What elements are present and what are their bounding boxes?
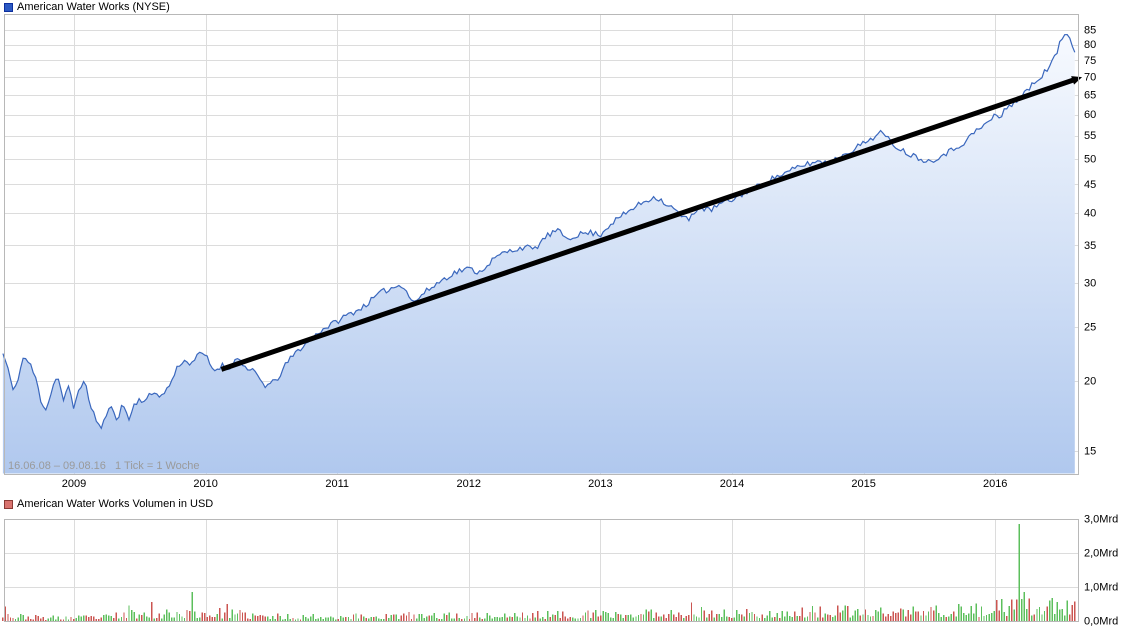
svg-text:2010: 2010: [193, 478, 217, 490]
svg-text:2015: 2015: [851, 478, 875, 490]
svg-text:15: 15: [1084, 445, 1096, 457]
volume-chart-legend: American Water Works Volumen in USD: [4, 499, 213, 510]
price-x-axis-labels: 2009 2010 2011 2012 2013 2014 2015 2016: [62, 478, 1008, 490]
svg-text:2014: 2014: [720, 478, 744, 490]
price-line: [2, 33, 1076, 430]
svg-text:2009: 2009: [62, 478, 86, 490]
svg-text:0,0Mrd: 0,0Mrd: [1084, 616, 1118, 628]
volume-chart-title: American Water Works Volumen in USD: [17, 498, 214, 510]
svg-text:40: 40: [1084, 207, 1096, 219]
svg-text:55: 55: [1084, 130, 1096, 142]
svg-text:2016: 2016: [983, 478, 1007, 490]
volume-grid: [4, 519, 1078, 622]
price-chart-legend: American Water Works (NYSE): [4, 2, 170, 13]
volume-bars: [2, 524, 1076, 621]
trend-arrow-icon: [1071, 76, 1083, 85]
price-area-fill: [2, 34, 1075, 474]
price-plot-border: [4, 14, 1079, 475]
svg-text:25: 25: [1084, 322, 1096, 334]
tick-note-label: 1 Tick = 1 Woche: [115, 460, 200, 472]
svg-text:65: 65: [1084, 90, 1096, 102]
svg-text:50: 50: [1084, 153, 1096, 165]
svg-text:75: 75: [1084, 55, 1096, 67]
date-range-label: 16.06.08 – 09.08.16: [8, 460, 106, 472]
svg-text:80: 80: [1084, 39, 1096, 51]
volume-series-swatch-icon: [4, 500, 13, 509]
svg-text:1,0Mrd: 1,0Mrd: [1084, 582, 1118, 594]
price-series-swatch-icon: [4, 3, 13, 12]
price-y-axis-labels: 15 20 25 30 35 40 45 50 55 60 65 70 75 80 85: [1084, 25, 1096, 458]
trend-line: [220, 76, 1078, 372]
price-chart-title: American Water Works (NYSE): [17, 1, 170, 13]
date-range-caption: 16.06.08 – 09.08.16 1 Tick = 1 Woche: [8, 460, 200, 472]
svg-text:2011: 2011: [325, 478, 349, 490]
svg-text:2012: 2012: [457, 478, 481, 490]
svg-text:2,0Mrd: 2,0Mrd: [1084, 548, 1118, 560]
svg-text:30: 30: [1084, 277, 1096, 289]
svg-text:70: 70: [1084, 72, 1096, 84]
svg-text:2013: 2013: [588, 478, 612, 490]
svg-text:35: 35: [1084, 240, 1096, 252]
svg-text:85: 85: [1084, 25, 1096, 37]
volume-y-axis-labels: 0,0Mrd 1,0Mrd 2,0Mrd 3,0Mrd: [1084, 514, 1118, 628]
svg-text:45: 45: [1084, 179, 1096, 191]
svg-text:20: 20: [1084, 376, 1096, 388]
svg-text:60: 60: [1084, 109, 1096, 121]
svg-text:3,0Mrd: 3,0Mrd: [1084, 514, 1118, 526]
volume-plot-border: [4, 519, 1079, 622]
